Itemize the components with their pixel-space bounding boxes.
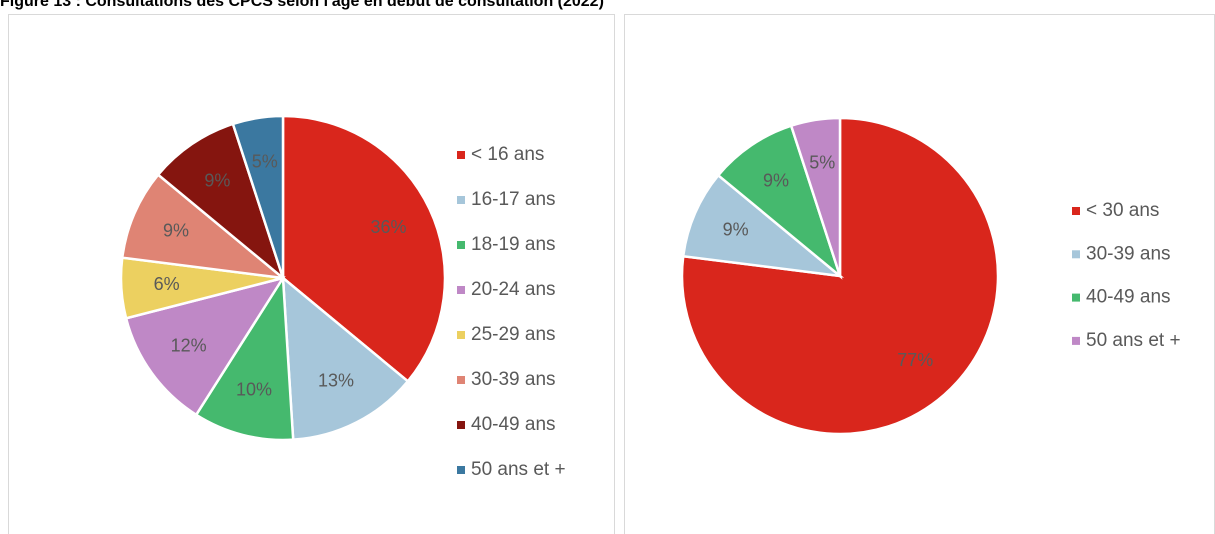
data-label: 9% (204, 170, 230, 190)
pie-slice (156, 122, 286, 282)
legend-marker (457, 376, 465, 384)
pie-slice (281, 275, 410, 442)
legend-marker (1072, 207, 1080, 215)
legend-marker (1072, 336, 1080, 345)
legend-marker (457, 241, 465, 249)
legend-label: 40-49 ans (471, 414, 556, 435)
legend-marker (1072, 293, 1080, 302)
pie-slice (680, 116, 1000, 436)
data-label: 77% (897, 350, 933, 370)
legend-label: 20-24 ans (471, 279, 556, 300)
legend-marker (457, 151, 465, 159)
legend-label: 30-39 ans (1086, 243, 1171, 264)
data-label: 5% (252, 152, 278, 172)
data-label: 13% (318, 371, 354, 391)
legend-label: 25-29 ans (471, 324, 556, 345)
pie-slice (120, 172, 288, 280)
legend-label: 40-49 ans (1086, 287, 1171, 308)
legend-label: 50 ans et + (1086, 330, 1181, 351)
data-label: 6% (154, 274, 180, 294)
legend-label: < 30 ans (1086, 200, 1159, 221)
legend-label: 50 ans et + (471, 459, 566, 480)
data-label: 10% (236, 380, 272, 400)
data-label: 5% (809, 152, 835, 172)
legend-marker (457, 196, 465, 204)
legend-label: < 16 ans (471, 144, 544, 165)
legend-label: 16-17 ans (471, 189, 556, 210)
legend-marker (1072, 250, 1080, 259)
legend-marker (457, 331, 465, 339)
pie-slice (789, 116, 842, 277)
pie-slice (194, 274, 295, 442)
pie-slice (124, 276, 286, 417)
data-label: 9% (163, 220, 189, 240)
data-label: 12% (171, 335, 207, 355)
pie-slice (231, 114, 285, 279)
figure-title: Figure 13 : Consultations des CPCS selon… (0, 0, 604, 10)
data-label: 9% (763, 171, 789, 191)
data-label: 36% (371, 217, 407, 237)
legend-marker (457, 466, 465, 474)
pie-slice (716, 124, 843, 280)
legend-label: 30-39 ans (471, 369, 556, 390)
panel (8, 14, 615, 534)
legend-marker (457, 286, 465, 294)
legend-label: 18-19 ans (471, 234, 556, 255)
data-label: 9% (723, 220, 749, 240)
legend-marker (457, 421, 465, 429)
pie-slice (681, 173, 845, 278)
pie-slice (281, 114, 447, 384)
